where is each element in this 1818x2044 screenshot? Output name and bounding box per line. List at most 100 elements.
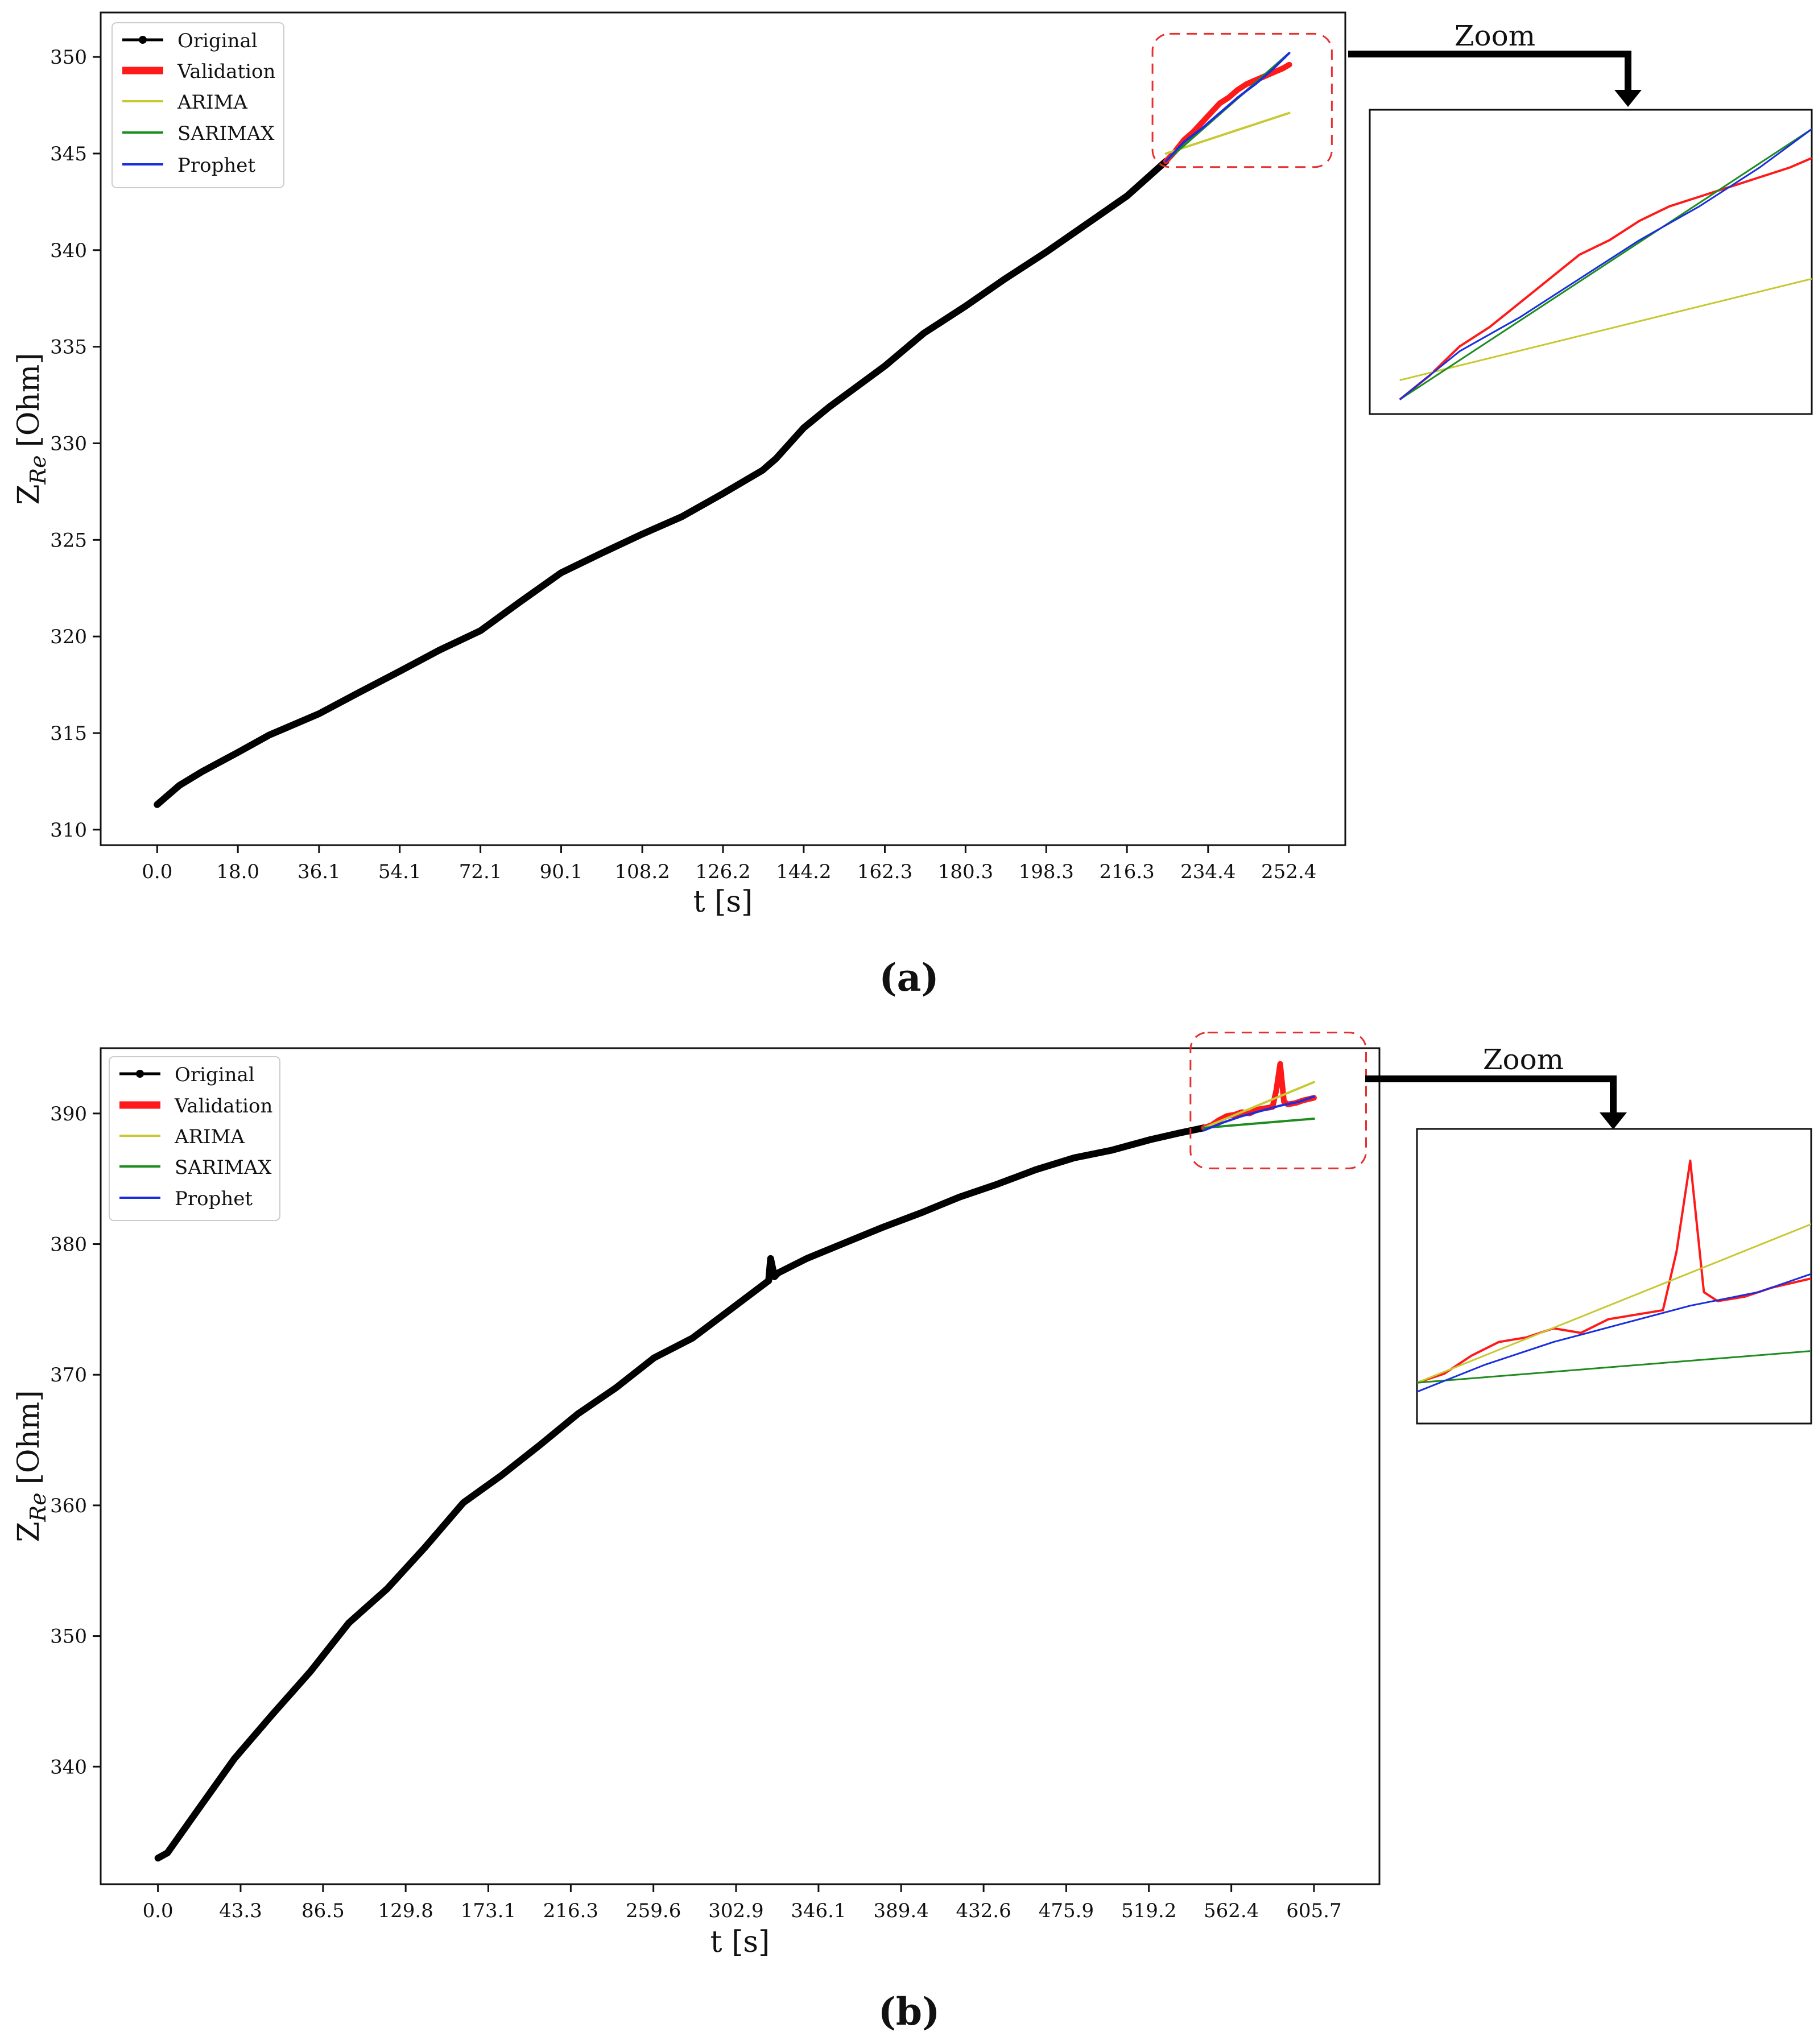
- y-tick-label: 360: [50, 1495, 87, 1517]
- inset-series-sarimax-line: [1399, 128, 1812, 400]
- inset-series-arima-line: [1417, 1223, 1811, 1384]
- x-axis: 0.0 18.0 36.1 54.1 72.1 90.1 108.2 126.2 144.2 16…: [142, 845, 1316, 883]
- series-validation-line: [1163, 61, 1292, 164]
- y-axis-label-unit: [Ohm]: [12, 1390, 46, 1484]
- x-tick-label: 562.4: [1204, 1900, 1259, 1922]
- x-tick-label: 302.9: [708, 1900, 763, 1922]
- x-tick-label: 346.1: [791, 1900, 846, 1922]
- x-tick-label: 36.1: [298, 860, 341, 883]
- x-tick-label: 173.1: [461, 1900, 516, 1922]
- x-tick-label: 0.0: [142, 860, 172, 883]
- legend-marker-original-dot: [139, 36, 147, 44]
- series-original-line: [154, 158, 1170, 808]
- panel-a-chart: 0.0 18.0 36.1 54.1 72.1 90.1 108.2 126.2 144.2 16…: [12, 11, 1813, 1000]
- x-tick-label: 90.1: [540, 860, 583, 883]
- series-prophet-line: [1164, 52, 1291, 163]
- legend-label-validation: Validation: [174, 1095, 272, 1118]
- series-sarimax-line: [1203, 1118, 1315, 1129]
- y-axis-label-sub: Re: [26, 1492, 51, 1522]
- legend-label-prophet: Prophet: [177, 154, 255, 177]
- y-axis-label: ZRe [Ohm]: [12, 1390, 51, 1542]
- y-tick-label: 380: [50, 1234, 87, 1256]
- legend-label-sarimax: SARIMAX: [177, 122, 275, 145]
- zoom-region-box: [1151, 32, 1333, 168]
- x-tick-label: 126.2: [695, 860, 750, 883]
- x-tick-label: 234.4: [1180, 860, 1236, 883]
- zoom-label: Zoom: [1455, 19, 1535, 52]
- x-tick-label: 108.2: [614, 860, 670, 883]
- x-tick-label: 43.3: [219, 1900, 262, 1922]
- legend-label-original: Original: [175, 1064, 255, 1086]
- y-tick-label: 330: [50, 432, 87, 455]
- x-tick-label: 519.2: [1121, 1900, 1176, 1922]
- zoom-callout: Zoom: [1348, 19, 1642, 107]
- x-tick-label: 86.5: [301, 1900, 345, 1922]
- series-layer: [154, 52, 1292, 808]
- y-tick-label: 350: [50, 1625, 87, 1648]
- x-tick-label: 129.8: [378, 1900, 433, 1922]
- zoom-inset: [1369, 109, 1813, 415]
- x-tick-label: 180.3: [938, 860, 993, 883]
- zoom-label: Zoom: [1483, 1043, 1564, 1076]
- zoom-inset-series: [1399, 128, 1812, 401]
- x-tick-label: 216.3: [543, 1900, 598, 1922]
- legend-box: [111, 22, 284, 188]
- zoom-inset-frame: [1416, 1128, 1812, 1425]
- y-tick-label: 345: [50, 143, 87, 165]
- y-tick-label: 325: [50, 529, 87, 552]
- x-axis-label: t [s]: [693, 885, 753, 919]
- series-layer: [154, 1061, 1317, 1862]
- zoom-arrowhead: [1614, 90, 1642, 107]
- legend: Original Validation ARIMA SARIMAX Prophe…: [109, 1056, 280, 1221]
- y-axis-label-unit: [Ohm]: [12, 353, 46, 447]
- legend-label-prophet: Prophet: [175, 1187, 253, 1210]
- inset-series-prophet-line: [1399, 128, 1812, 400]
- x-tick-label: 162.3: [857, 860, 912, 883]
- x-tick-label: 605.7: [1286, 1900, 1341, 1922]
- y-tick-label: 335: [50, 336, 87, 359]
- inset-series-validation-line: [1399, 157, 1812, 401]
- x-tick-label: 54.1: [378, 860, 422, 883]
- legend-label-arima: ARIMA: [177, 91, 247, 114]
- panel-label-a: (a): [879, 955, 939, 1000]
- x-tick-label: 0.0: [143, 1900, 173, 1922]
- y-tick-label: 320: [50, 626, 87, 648]
- y-tick-label: 340: [50, 1756, 87, 1778]
- series-arima-line: [1203, 1081, 1315, 1129]
- legend: Original Validation ARIMA SARIMAX Prophe…: [111, 22, 284, 188]
- y-tick-label: 315: [50, 722, 87, 745]
- legend-label-original: Original: [177, 30, 258, 52]
- inset-series-sarimax-line: [1417, 1350, 1811, 1384]
- x-tick-label: 144.2: [776, 860, 831, 883]
- y-tick-label: 310: [50, 819, 87, 842]
- y-tick-label: 350: [50, 46, 87, 69]
- x-tick-label: 259.6: [626, 1900, 681, 1922]
- y-tick-label: 370: [50, 1364, 87, 1387]
- x-axis: 0.0 43.3 86.5 129.8 173.1 216.3 259.6 302.9 346.…: [143, 1884, 1342, 1922]
- plot-area: [100, 11, 1346, 846]
- legend-label-arima: ARIMA: [174, 1126, 245, 1148]
- inset-series-validation-line: [1417, 1159, 1811, 1384]
- inset-series-prophet-line: [1417, 1273, 1811, 1393]
- x-tick-label: 216.3: [1099, 860, 1154, 883]
- zoom-arrow-line: [1348, 51, 1631, 91]
- panel-b-chart: 0.0 43.3 86.5 129.8 173.1 216.3 259.6 302.9 346.…: [12, 1031, 1812, 2034]
- zoom-callout: Zoom: [1365, 1043, 1627, 1129]
- zoom-arrowhead: [1600, 1112, 1627, 1129]
- zoom-arrow-line: [1365, 1075, 1617, 1114]
- y-axis: 310 315 320 325 330 335 340 345 350: [50, 46, 101, 842]
- legend-marker-original-dot: [136, 1070, 144, 1078]
- plot-area: [100, 1047, 1381, 1885]
- y-axis-label-sub: Re: [26, 455, 51, 485]
- y-axis-label-main: Z: [12, 484, 46, 504]
- legend-box: [109, 1056, 280, 1221]
- zoom-inset-series: [1417, 1159, 1811, 1393]
- series-arima-line: [1164, 111, 1291, 155]
- legend-label-sarimax: SARIMAX: [175, 1156, 272, 1179]
- y-axis-label: ZRe [Ohm]: [12, 353, 51, 504]
- zoom-region-box: [1189, 1031, 1367, 1169]
- x-tick-label: 389.4: [874, 1900, 929, 1922]
- x-tick-label: 432.6: [956, 1900, 1011, 1922]
- inset-series-arima-line: [1399, 278, 1812, 382]
